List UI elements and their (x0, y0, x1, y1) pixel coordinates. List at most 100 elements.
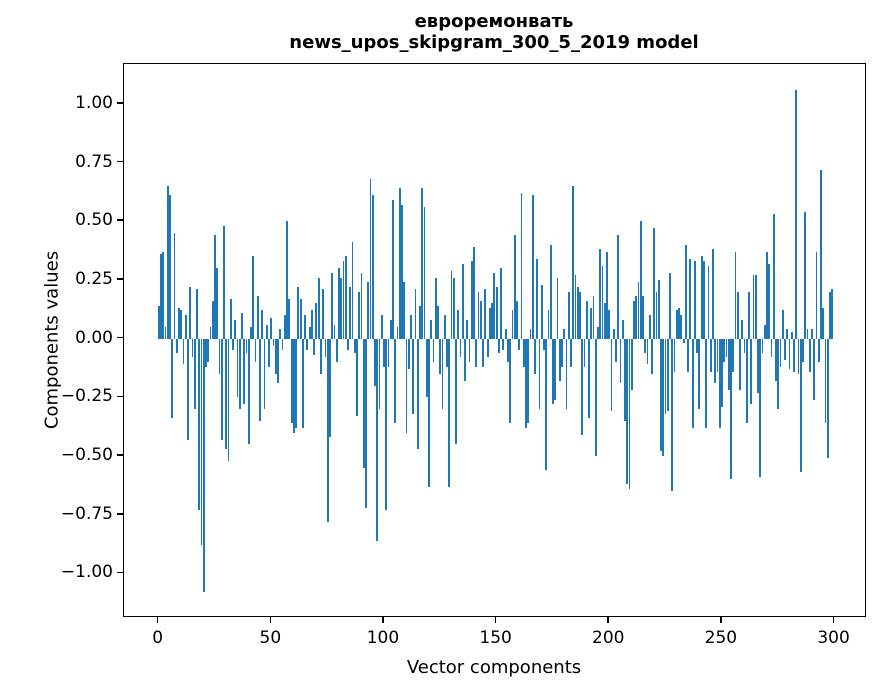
bar (340, 277, 343, 339)
bar (193, 338, 196, 410)
bar (574, 275, 577, 339)
bar (646, 338, 649, 365)
bar (527, 338, 530, 424)
bar (277, 338, 279, 384)
bar (736, 291, 739, 339)
bar (247, 338, 250, 445)
bar (270, 317, 273, 339)
bar (315, 303, 318, 339)
bar (392, 200, 394, 339)
bar (288, 298, 291, 339)
bar (784, 338, 786, 360)
bar (214, 235, 216, 339)
x-tick-label: 250 (704, 628, 738, 648)
y-tick-mark (117, 278, 123, 280)
bar (493, 272, 496, 339)
bar (227, 338, 230, 461)
bar (545, 338, 548, 471)
bar (572, 186, 575, 339)
bar (727, 338, 730, 391)
bar (349, 287, 352, 339)
bar (642, 296, 644, 339)
bar (299, 298, 302, 339)
bar (205, 338, 207, 367)
bar (353, 338, 356, 353)
x-tick-mark (156, 617, 159, 623)
plot-area (123, 63, 866, 617)
bar (178, 308, 180, 339)
bar (448, 338, 451, 487)
bar (389, 319, 392, 339)
bar (543, 338, 545, 351)
bar (401, 204, 403, 339)
bar (750, 338, 753, 405)
bar (410, 315, 412, 339)
x-tick-label: 150 (479, 628, 512, 648)
bar (570, 338, 572, 367)
bar (561, 338, 563, 367)
bar (775, 338, 777, 381)
bar (162, 251, 165, 339)
bar (479, 301, 482, 339)
bar (579, 291, 581, 339)
bar (594, 338, 597, 456)
bar (617, 235, 620, 339)
bar (439, 338, 442, 374)
bar (274, 338, 277, 374)
bar (808, 338, 811, 372)
bar (211, 301, 214, 339)
bar (457, 310, 460, 339)
bar (173, 233, 176, 339)
bar (308, 326, 311, 339)
bar (482, 338, 484, 367)
bar (730, 338, 732, 480)
bar (491, 303, 494, 339)
bar (241, 312, 243, 339)
bar (306, 338, 309, 351)
bar (779, 338, 782, 367)
bar (207, 338, 210, 363)
bar (626, 338, 629, 485)
bar (831, 289, 834, 339)
bar (369, 179, 372, 339)
bar (597, 326, 599, 339)
bar (678, 308, 680, 339)
bar (725, 338, 728, 358)
bar (592, 296, 595, 339)
bar (639, 221, 642, 339)
bar (608, 310, 611, 339)
bar (648, 315, 651, 339)
bar (795, 89, 798, 339)
bar (754, 275, 757, 339)
bar (254, 338, 257, 363)
bar (680, 315, 683, 339)
bar (700, 256, 703, 339)
bar (671, 338, 674, 492)
bar (497, 338, 500, 353)
bar (245, 338, 248, 353)
bar (414, 289, 417, 339)
bar (164, 326, 167, 339)
bar (716, 338, 719, 372)
bar (322, 289, 325, 339)
bar (374, 338, 376, 386)
y-tick-label: −0.75 (60, 503, 113, 524)
bar (705, 338, 708, 428)
bar (313, 338, 316, 356)
bar (473, 247, 475, 339)
x-tick-label: 100 (366, 628, 400, 648)
bar (360, 272, 363, 339)
y-tick-mark (117, 102, 123, 104)
bar (757, 338, 759, 393)
bar (806, 329, 809, 339)
bar (536, 258, 539, 339)
bar (549, 244, 552, 339)
bar (811, 329, 813, 339)
bar (822, 308, 825, 339)
bar (583, 338, 586, 367)
bar (633, 301, 635, 339)
bar (232, 338, 234, 351)
bar (761, 338, 764, 353)
bar (198, 338, 201, 510)
bar (464, 338, 466, 381)
